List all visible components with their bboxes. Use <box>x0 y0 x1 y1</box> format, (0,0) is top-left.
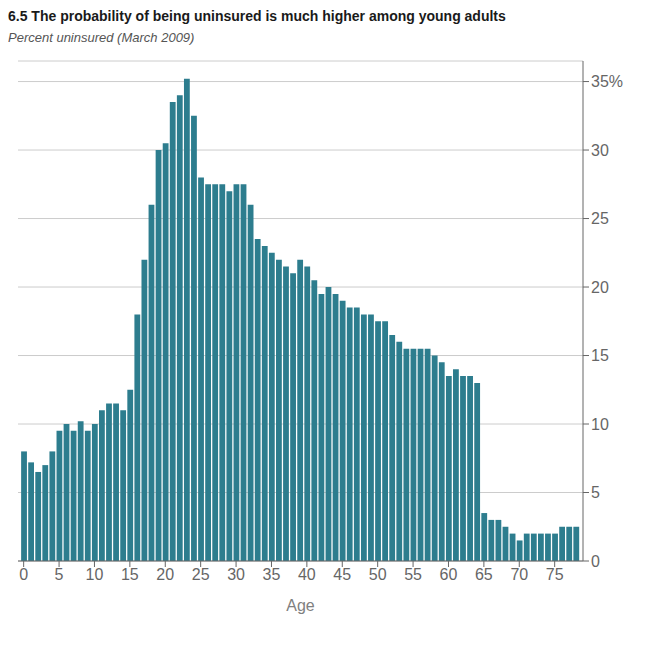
svg-text:Age: Age <box>286 597 315 614</box>
svg-text:20: 20 <box>156 566 174 583</box>
svg-text:55: 55 <box>404 566 422 583</box>
svg-text:35: 35 <box>263 566 281 583</box>
svg-text:10: 10 <box>86 566 104 583</box>
svg-text:70: 70 <box>510 566 528 583</box>
svg-text:30: 30 <box>227 566 245 583</box>
svg-text:15: 15 <box>121 566 139 583</box>
svg-text:60: 60 <box>440 566 458 583</box>
svg-text:20: 20 <box>591 279 609 296</box>
svg-text:25: 25 <box>192 566 210 583</box>
svg-text:0: 0 <box>19 566 28 583</box>
html-text:Percent uninsured (March 2009): Percent uninsured (March 2009) <box>8 30 195 45</box>
svg-text:35%: 35% <box>591 73 623 90</box>
svg-text:0: 0 <box>591 553 600 570</box>
svg-text:30: 30 <box>591 142 609 159</box>
svg-text:50: 50 <box>369 566 387 583</box>
svg-text:25: 25 <box>591 210 609 227</box>
svg-text:5: 5 <box>591 484 600 501</box>
svg-text:15: 15 <box>591 347 609 364</box>
svg-text:45: 45 <box>333 566 351 583</box>
svg-text:5: 5 <box>55 566 64 583</box>
svg-text:10: 10 <box>591 416 609 433</box>
svg-text:75: 75 <box>546 566 564 583</box>
svg-text:65: 65 <box>475 566 493 583</box>
svg-text:40: 40 <box>298 566 316 583</box>
html-text:6.5 The probability of being u: 6.5 The probability of being uninsured i… <box>8 8 506 24</box>
